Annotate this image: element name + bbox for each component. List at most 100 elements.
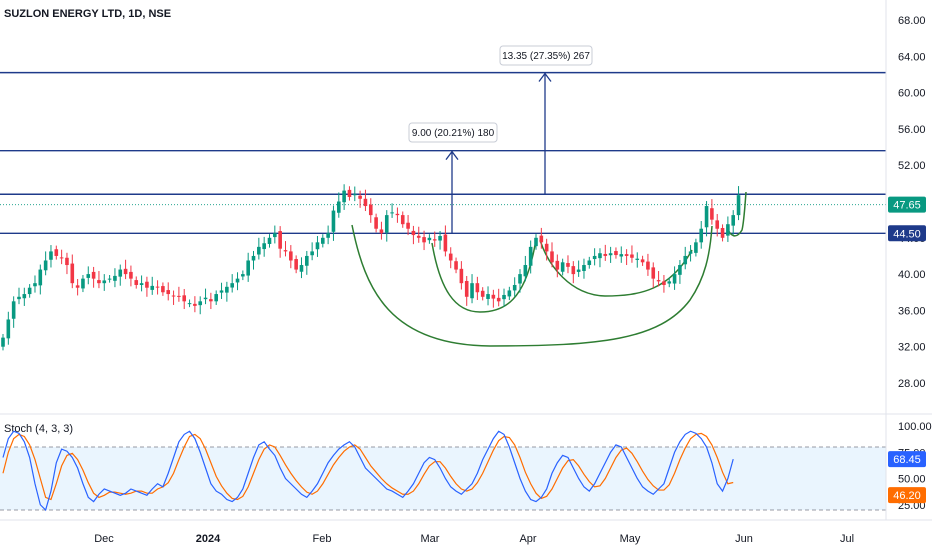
candle-body xyxy=(630,254,634,258)
candle-body xyxy=(624,254,629,256)
price-tick-label: 32.00 xyxy=(898,342,926,354)
candle-body xyxy=(374,217,378,229)
candle-body xyxy=(70,263,75,284)
candle-body xyxy=(694,242,698,253)
candle-body xyxy=(342,190,346,203)
candle-body xyxy=(726,224,730,236)
price-tags-group: 47.65 44.50 68.45 46.20 xyxy=(888,196,926,504)
candle-body xyxy=(177,295,181,297)
candle-body xyxy=(347,189,352,197)
price-tick-label: 56.00 xyxy=(898,124,926,136)
candle-body xyxy=(257,246,261,255)
time-tick-label: Mar xyxy=(421,533,440,545)
stochastic-title: Stoch (4, 3, 3) xyxy=(4,423,74,435)
candle-body xyxy=(678,265,682,275)
time-tick-label: Jun xyxy=(735,533,753,545)
candle-body xyxy=(321,237,325,244)
candle-body xyxy=(651,267,656,279)
candle-body xyxy=(262,243,266,250)
candle-body xyxy=(560,262,565,272)
candle-body xyxy=(390,212,394,214)
projection-arrows-group: 9.00 (20.21%) 180 13.35 (27.35%) 267 xyxy=(408,45,593,234)
candle-body xyxy=(209,299,213,302)
candle-body xyxy=(1,337,5,347)
candle-body xyxy=(379,229,384,234)
candle-body xyxy=(81,278,85,289)
time-tick-label: Feb xyxy=(313,533,332,545)
candle-body xyxy=(193,303,197,306)
candle-body xyxy=(22,294,27,299)
candle-body xyxy=(683,255,688,265)
time-tick-label: Dec xyxy=(94,533,114,545)
candle-body xyxy=(438,235,442,241)
time-tick-label: May xyxy=(620,533,641,545)
candle-body xyxy=(592,255,597,260)
time-tick-label: 2024 xyxy=(196,533,221,545)
candle-body xyxy=(731,215,736,226)
candle-body xyxy=(416,235,421,238)
price-tick-label: 40.00 xyxy=(898,269,926,281)
candle-body xyxy=(384,215,389,233)
annotation-9-label: 9.00 (20.21%) 180 xyxy=(412,128,495,139)
price-tag-box xyxy=(888,225,926,242)
cup-curve xyxy=(431,242,536,313)
stoch-k-tag-box xyxy=(888,451,926,468)
candle-body xyxy=(59,257,64,259)
candles-group xyxy=(1,184,741,351)
candle-body xyxy=(486,294,490,299)
candle-body xyxy=(113,275,117,281)
arrow-small-head xyxy=(445,150,459,160)
candle-body xyxy=(86,274,91,278)
candle-body xyxy=(470,283,474,299)
candle-body xyxy=(480,290,485,297)
candle-body xyxy=(736,195,741,216)
candle-body xyxy=(97,280,101,284)
candle-body xyxy=(662,281,666,285)
candle-body xyxy=(656,280,661,282)
candle-body xyxy=(161,286,165,293)
time-tick-label: Jul xyxy=(840,533,854,545)
candle-body xyxy=(315,242,320,250)
candle-body xyxy=(11,301,16,319)
candle-body xyxy=(118,269,123,277)
candle-body xyxy=(289,251,293,261)
candle-body xyxy=(598,253,602,259)
candle-body xyxy=(368,204,373,216)
candle-body xyxy=(358,195,362,199)
candle-body xyxy=(299,265,304,272)
annotation-13-box xyxy=(499,45,593,66)
candle-body xyxy=(27,287,32,295)
candle-body xyxy=(512,284,517,291)
candle-body xyxy=(475,283,480,293)
candle-body xyxy=(6,319,11,339)
candle-body xyxy=(720,227,725,238)
stoch-d-tag-box xyxy=(888,487,926,504)
candle-body xyxy=(411,230,416,236)
price-tick-label: 36.00 xyxy=(898,305,926,317)
candle-body xyxy=(550,251,554,263)
stochastic-band-group xyxy=(0,446,886,511)
candle-body xyxy=(608,253,613,256)
candle-body xyxy=(54,249,59,256)
candle-body xyxy=(241,274,245,277)
price-tag-label: 44.50 xyxy=(893,228,921,240)
candle-body xyxy=(198,301,203,306)
price-tick-label: 64.00 xyxy=(898,51,926,63)
candle-body xyxy=(139,283,144,285)
candle-body xyxy=(182,295,187,302)
candle-body xyxy=(555,260,560,270)
stoch-k-tag-label: 68.45 xyxy=(893,454,921,466)
candle-body xyxy=(310,251,314,256)
candle-body xyxy=(667,281,672,284)
price-tick-label: 68.00 xyxy=(898,15,926,27)
candle-body xyxy=(166,290,171,295)
candle-body xyxy=(571,266,576,275)
candle-body xyxy=(710,208,714,220)
candle-body xyxy=(17,296,21,300)
candle-body xyxy=(246,260,250,276)
candle-body xyxy=(91,271,96,279)
price-tick-label: 52.00 xyxy=(898,160,926,172)
candle-body xyxy=(523,265,528,277)
candle-body xyxy=(107,278,112,280)
